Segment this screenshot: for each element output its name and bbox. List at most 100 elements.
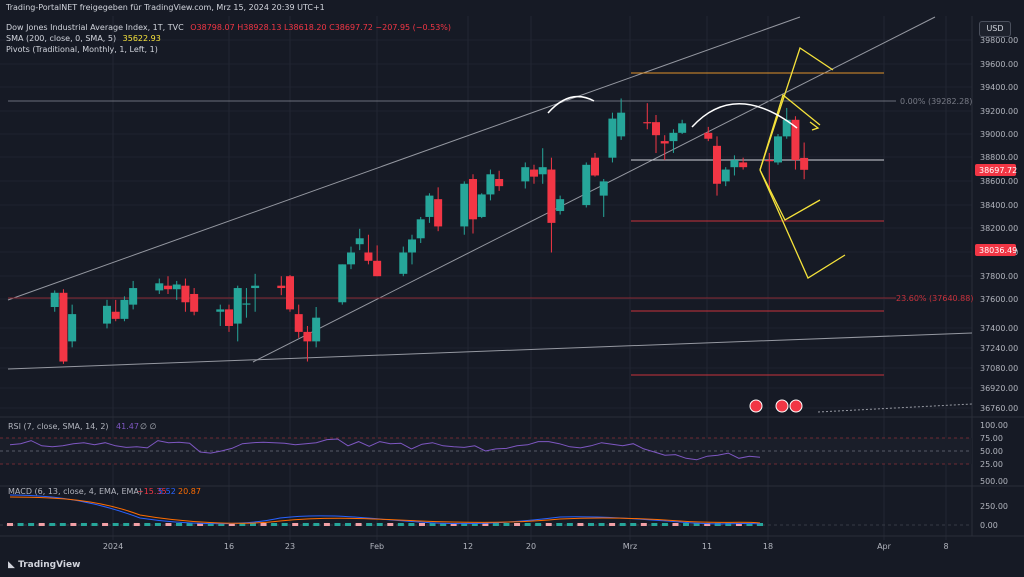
candle <box>765 152 774 191</box>
candle <box>216 304 225 326</box>
candle-body <box>434 199 443 227</box>
sma-legend[interactable]: SMA (200, close, 0, SMA, 5) 35622.93 <box>6 34 165 43</box>
sma-price-badge: 38036.49 <box>975 244 1017 256</box>
candle-body <box>399 252 408 274</box>
macd-pane: MACD (6, 13, close, 4, EMA, EMA)−15.355.… <box>0 477 1008 530</box>
macd-hist <box>598 523 605 526</box>
macd-hist <box>471 523 478 526</box>
macd-hist <box>165 523 172 526</box>
macd-hist <box>17 523 24 526</box>
macd-hist <box>714 523 721 526</box>
candle <box>521 162 530 189</box>
candle <box>730 155 739 176</box>
macd-label: MACD (6, 13, close, 4, EMA, EMA) <box>8 487 142 496</box>
candle <box>660 135 669 161</box>
macd-value-hist: −15.35 <box>137 487 167 496</box>
candle-body <box>242 303 251 305</box>
macd-hist <box>418 523 425 526</box>
annotations <box>547 46 846 413</box>
pivots-legend[interactable]: Pivots (Traditional, Monthly, 1, Left, 1… <box>6 45 162 54</box>
scenario-mid <box>759 169 821 221</box>
candle-body <box>495 179 504 187</box>
currency-button[interactable]: USD <box>979 21 1011 37</box>
rsi-label: RSI (7, close, SMA, 14, 2) <box>8 422 109 431</box>
candle <box>155 278 164 294</box>
price-tick: 39600.00 <box>980 60 1018 69</box>
time-tick: 18 <box>763 542 773 551</box>
macd-hist <box>630 523 637 526</box>
macd-hist <box>429 523 436 526</box>
candle-body <box>652 122 660 136</box>
rsi-pane: RSI (7, close, SMA, 14, 2) 41.47 ∅ ∅ 100.00… <box>0 421 1008 469</box>
logo-text: TradingView <box>18 560 81 570</box>
candle-body <box>251 285 260 289</box>
macd-hist <box>91 523 98 526</box>
macd-value-signal: 20.87 <box>178 487 201 496</box>
macd-hist <box>323 523 330 526</box>
candle-body <box>460 183 469 227</box>
candle <box>225 304 233 332</box>
time-tick: 2024 <box>103 542 123 551</box>
macd-hist <box>80 523 87 526</box>
macd-hist <box>545 523 552 526</box>
macd-hist <box>577 523 584 526</box>
candle <box>373 245 382 277</box>
last-price-badge: 38697.72 <box>975 164 1017 176</box>
candle <box>277 276 286 296</box>
candle-body <box>111 311 120 319</box>
macd-hist <box>725 523 732 526</box>
tradingview-logo[interactable]: ◣ TradingView <box>8 560 80 570</box>
candle <box>172 280 181 300</box>
macd-hist <box>239 523 246 526</box>
candle-body <box>50 292 59 308</box>
candle-body <box>608 118 617 158</box>
candle <box>312 307 321 348</box>
candle <box>251 273 260 312</box>
candle-body <box>765 160 774 162</box>
pivots-label: Pivots (Traditional, Monthly, 1, Left, 1… <box>6 45 158 54</box>
macd-hist <box>133 523 140 526</box>
candle <box>791 116 800 170</box>
candle-body <box>660 141 669 144</box>
candle-body <box>477 194 486 217</box>
price-tick: 39200.00 <box>980 107 1018 116</box>
macd-hist <box>123 523 130 526</box>
rsi-tick: 50.00 <box>980 447 1003 456</box>
candle <box>425 193 434 223</box>
ohlc-values: O38798.07 H38928.13 L38618.20 C38697.72 … <box>190 23 452 32</box>
price-tick: 37240.00 <box>980 344 1018 353</box>
rsi-extra: ∅ ∅ <box>140 422 157 431</box>
time-tick: 11 <box>702 542 712 551</box>
macd-hist <box>154 523 161 526</box>
candle-body <box>181 285 190 303</box>
candle <box>774 134 782 165</box>
macd-hist <box>535 523 542 526</box>
candle <box>59 289 68 364</box>
badge-bg <box>975 244 1016 256</box>
macd-hist <box>408 523 415 526</box>
macd-hist <box>735 523 742 526</box>
macd-hist <box>281 523 288 526</box>
macd-line <box>9 494 761 525</box>
candle <box>678 119 687 134</box>
macd-hist <box>334 523 341 526</box>
macd-hist <box>672 523 679 526</box>
time-tick: 16 <box>224 542 234 551</box>
symbol-legend[interactable]: Dow Jones Industrial Average Index, 1T, … <box>6 23 455 32</box>
price-tick: 36920.00 <box>980 384 1018 393</box>
macd-tick: 250.00 <box>980 502 1008 511</box>
macd-hist <box>450 523 457 526</box>
macd-hist <box>683 523 690 526</box>
rsi-tick: 75.00 <box>980 434 1003 443</box>
macd-tick: 0.00 <box>980 521 998 530</box>
candle-body <box>730 160 739 168</box>
macd-hist <box>556 523 563 526</box>
candle <box>538 148 547 184</box>
macd-hist <box>355 523 362 526</box>
macd-hist <box>345 523 352 526</box>
price-tick: 39000.00 <box>980 130 1018 139</box>
macd-hist <box>260 523 267 526</box>
macd-hist <box>292 523 299 526</box>
